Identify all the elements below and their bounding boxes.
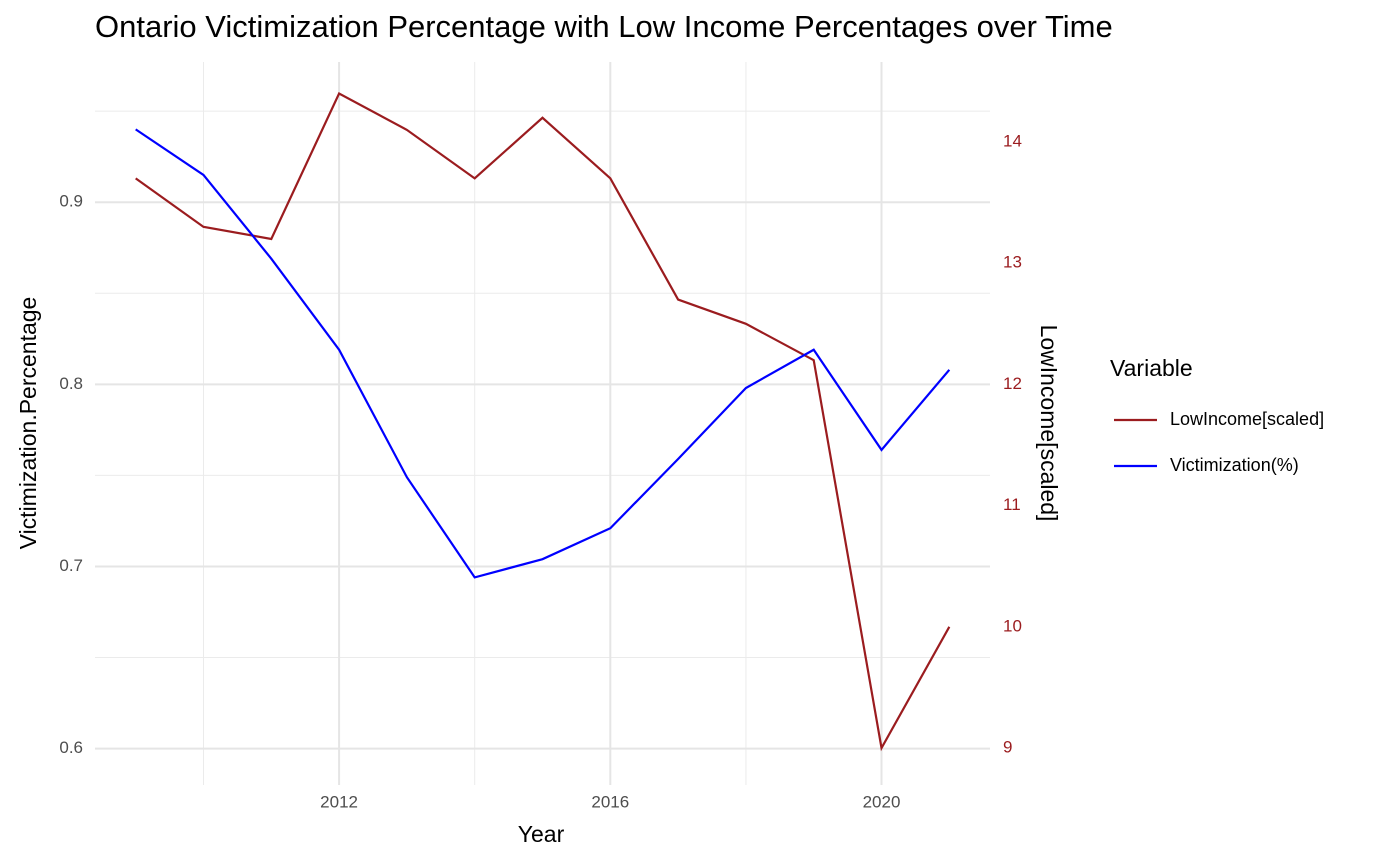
y-tick-label: 0.7 [59, 556, 83, 575]
y2-axis-title: LowIncome[scaled] [1036, 325, 1062, 522]
legend-label: LowIncome[scaled] [1170, 409, 1324, 429]
y2-tick-label: 12 [1003, 374, 1022, 393]
y2-tick-label: 9 [1003, 738, 1012, 757]
y-tick-label: 0.6 [59, 738, 83, 757]
x-tick-label: 2012 [320, 792, 358, 811]
series-line [135, 91, 951, 752]
x-axis-title: Year [518, 821, 565, 847]
x-tick-label: 2016 [591, 792, 629, 811]
y2-tick-label: 13 [1003, 253, 1022, 272]
legend-label: Victimization(%) [1170, 455, 1299, 475]
x-tick-label: 2020 [863, 792, 901, 811]
y2-tick-label: 14 [1003, 131, 1022, 150]
y-tick-label: 0.9 [59, 192, 83, 211]
y2-tick-label: 10 [1003, 616, 1022, 635]
y2-tick-label: 11 [1003, 495, 1021, 514]
series-line [135, 128, 951, 579]
y-axis-title: Victimization.Percentage [15, 297, 41, 550]
legend-title: Variable [1110, 355, 1193, 381]
chart-title: Ontario Victimization Percentage with Lo… [95, 9, 1113, 44]
y-tick-label: 0.8 [59, 374, 83, 393]
